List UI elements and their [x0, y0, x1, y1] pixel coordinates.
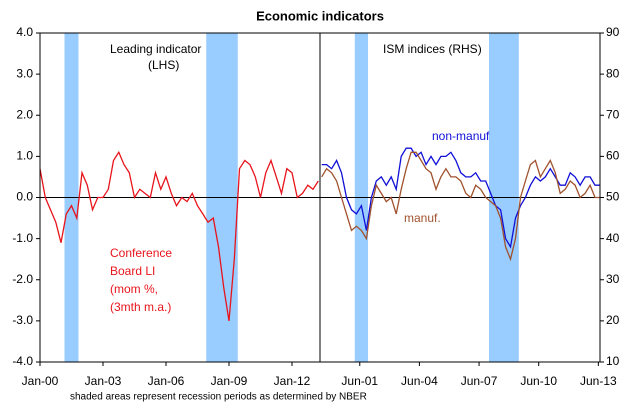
series-line: [321, 151, 600, 262]
x-tick-label: Jun-10: [520, 374, 557, 388]
y-tick-label: 3.0: [16, 66, 33, 80]
y-tick-label: 20: [606, 313, 620, 327]
annotation: Leading indicator: [110, 42, 201, 56]
y-tick-label: 70: [606, 107, 620, 121]
series-label: (mom %,: [110, 282, 158, 296]
x-tick-label: Jan-09: [211, 374, 248, 388]
series-label: manuf.: [404, 211, 441, 225]
annotation: ISM indices (RHS): [383, 42, 482, 56]
x-tick-label: Jun-13: [580, 374, 617, 388]
y-tick-label: 4.0: [16, 25, 33, 39]
x-tick-label: Jan-12: [274, 374, 311, 388]
x-tick-label: Jun-04: [401, 374, 438, 388]
y-tick-label: 2.0: [16, 107, 33, 121]
y-tick-label: -3.0: [12, 313, 33, 327]
y-tick-label: 0.0: [16, 190, 33, 204]
y-tick-label: 1.0: [16, 149, 33, 163]
y-tick-label: 10: [606, 354, 620, 368]
y-tick-label: -1.0: [12, 231, 33, 245]
x-tick-label: Jun-01: [341, 374, 378, 388]
y-tick-label: 50: [606, 190, 620, 204]
y-tick-label: 30: [606, 272, 620, 286]
series-line: [39, 150, 319, 322]
x-tick-label: Jan-06: [148, 374, 185, 388]
series-label: Conference: [110, 246, 172, 260]
y-tick-label: 90: [606, 25, 620, 39]
y-tick-label: 60: [606, 149, 620, 163]
y-tick-label: -4.0: [12, 354, 33, 368]
series-label: (3mth m.a.): [110, 300, 171, 314]
x-tick-label: Jan-00: [22, 374, 59, 388]
y-tick-label: 80: [606, 66, 620, 80]
x-tick-label: Jun-07: [461, 374, 498, 388]
series-label: Board LI: [110, 264, 155, 278]
chart-title: Economic indicators: [256, 8, 384, 23]
y-tick-label: -2.0: [12, 272, 33, 286]
y-tick-label: 40: [606, 231, 620, 245]
annotation: (LHS): [148, 58, 179, 72]
x-tick-label: Jan-03: [85, 374, 122, 388]
series-label: non-manuf: [432, 129, 490, 143]
series-line: [321, 147, 600, 249]
footnote: shaded areas represent recession periods…: [70, 392, 367, 403]
